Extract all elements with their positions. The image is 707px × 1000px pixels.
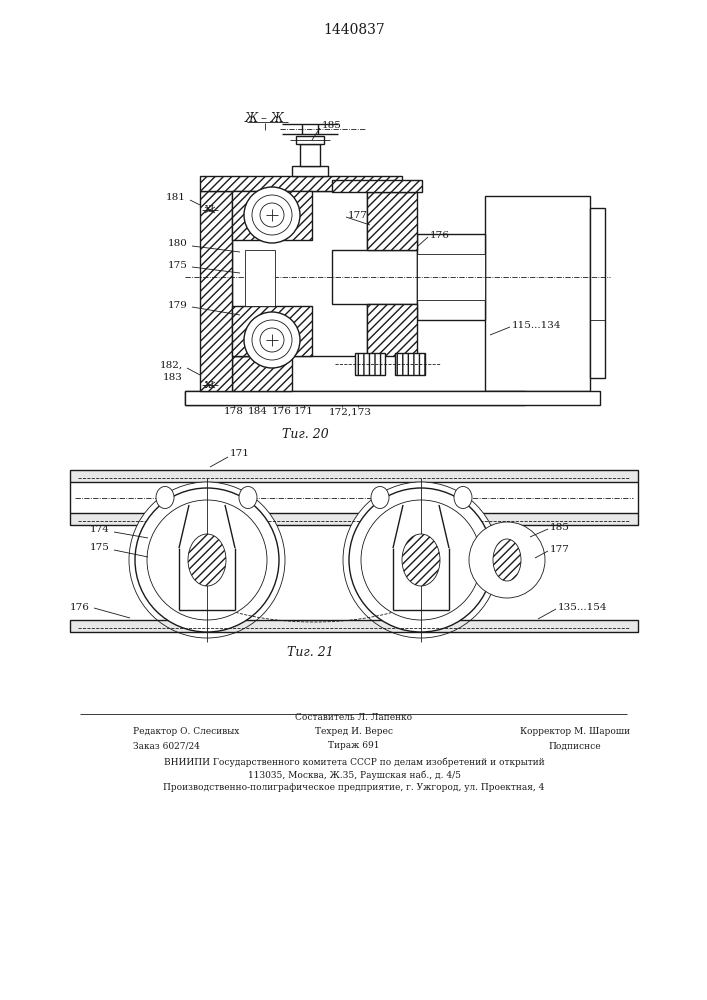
Text: 115...134: 115...134 [512,320,561,330]
Bar [70,620,638,632]
Text: 1440837: 1440837 [323,23,385,37]
Bar [70,470,638,482]
Text: 175: 175 [90,544,110,552]
Circle shape [469,522,545,598]
Bar [292,166,328,176]
Circle shape [260,203,284,227]
Text: 185: 185 [322,121,342,130]
Circle shape [244,187,300,243]
Text: 179: 179 [168,300,188,310]
Circle shape [349,488,493,632]
Text: 185: 185 [550,522,570,532]
Ellipse shape [156,487,174,508]
Circle shape [129,482,285,638]
Text: XI: XI [205,206,215,215]
Text: 177: 177 [348,211,368,220]
Bar [367,192,417,250]
Text: Заказ 6027/24: Заказ 6027/24 [133,742,200,750]
Circle shape [244,312,300,368]
Bar [332,250,417,304]
Bar [232,191,312,240]
Text: ВНИИПИ Государственного комитета СССР по делам изобретений и открытий: ВНИИПИ Государственного комитета СССР по… [163,757,544,767]
Bar [245,250,275,306]
Text: Τиг. 20: Τиг. 20 [281,428,328,442]
Ellipse shape [402,534,440,586]
Circle shape [135,488,279,632]
Ellipse shape [454,487,472,508]
Text: 172,173: 172,173 [329,408,371,416]
Text: Редактор О. Слесивых: Редактор О. Слесивых [133,728,240,736]
Text: 174: 174 [90,526,110,534]
Bar [185,391,525,405]
Text: Техред И. Верес: Техред И. Верес [315,728,393,736]
Bar [367,304,417,356]
Bar [485,196,590,391]
Bar [395,353,425,375]
Circle shape [260,328,284,352]
Text: 171: 171 [230,450,250,458]
Text: Производственно-полиграфическое предприятие, г. Ужгород, ул. Проектная, 4: Производственно-полиграфическое предприя… [163,784,544,792]
Text: 175: 175 [168,260,188,269]
Bar [332,180,422,192]
Bar [499,540,515,580]
Text: 176: 176 [430,231,450,239]
Bar [185,391,600,405]
Text: Корректор М. Шароши: Корректор М. Шароши [520,728,630,736]
Text: Τиг. 21: Τиг. 21 [286,646,334,658]
Text: 113035, Москва, Ж․35, Раушская наб., д. 4/5: 113035, Москва, Ж․35, Раушская наб., д. … [247,770,460,780]
Bar [200,191,232,391]
Text: 184: 184 [248,408,268,416]
Circle shape [252,195,292,235]
Circle shape [252,320,292,360]
Text: 176: 176 [272,408,292,416]
Text: 178: 178 [224,408,244,416]
Text: 182,: 182, [160,360,183,369]
Text: 183: 183 [163,372,183,381]
Bar [590,208,605,378]
Circle shape [343,482,499,638]
Text: 177: 177 [550,544,570,554]
Ellipse shape [493,539,521,581]
Bar [200,176,402,191]
Text: 181: 181 [166,194,186,202]
Circle shape [147,500,267,620]
Text: XI: XI [205,380,215,389]
Text: 180: 180 [168,239,188,248]
Ellipse shape [188,534,226,586]
Text: Ж – Ж: Ж – Ж [245,111,285,124]
Circle shape [361,500,481,620]
Bar [70,513,638,525]
Bar [232,356,292,391]
Text: 171: 171 [294,408,314,416]
Bar [232,306,312,356]
Bar [493,552,521,568]
Bar [417,234,485,320]
Bar [355,353,385,375]
Text: 176: 176 [70,602,90,611]
Bar [296,136,324,144]
Text: Составитель Л. Лапенко: Составитель Л. Лапенко [296,714,413,722]
Ellipse shape [371,487,389,508]
Ellipse shape [239,487,257,508]
Text: Тираж 691: Тираж 691 [328,742,380,750]
Text: 135...154: 135...154 [558,602,607,611]
Bar [232,191,367,356]
Bar [417,254,485,300]
Bar [300,144,320,166]
Text: Подписнсе: Подписнсе [549,742,602,750]
